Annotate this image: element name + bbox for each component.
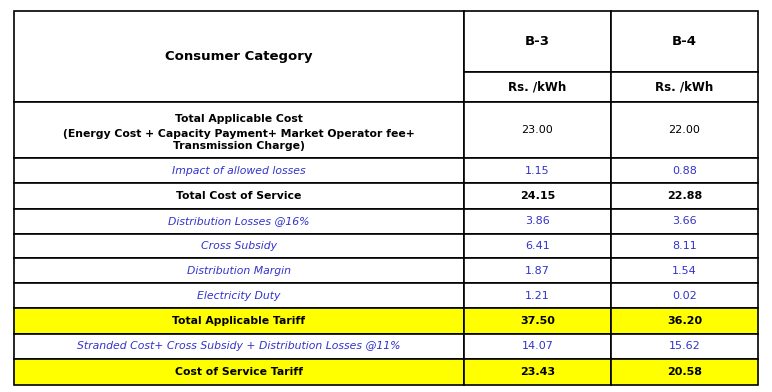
Text: Rs. /kWh: Rs. /kWh bbox=[508, 80, 567, 93]
Bar bbox=[611, 72, 758, 102]
Text: 0.88: 0.88 bbox=[672, 165, 697, 176]
Text: B-3: B-3 bbox=[525, 35, 550, 48]
Text: 14.07: 14.07 bbox=[522, 341, 554, 351]
Bar bbox=[14, 158, 464, 183]
Bar bbox=[611, 258, 758, 283]
Bar bbox=[14, 102, 464, 158]
Text: Consumer Category: Consumer Category bbox=[165, 50, 313, 63]
Text: 37.50: 37.50 bbox=[520, 316, 555, 326]
Text: Rs. /kWh: Rs. /kWh bbox=[655, 80, 713, 93]
Bar bbox=[464, 283, 611, 308]
Text: 22.00: 22.00 bbox=[669, 125, 700, 135]
Text: 1.54: 1.54 bbox=[672, 266, 697, 276]
Bar bbox=[14, 283, 464, 308]
Bar bbox=[14, 308, 464, 334]
Bar bbox=[464, 158, 611, 183]
Text: Distribution Margin: Distribution Margin bbox=[187, 266, 291, 276]
Text: (Energy Cost + Capacity Payment+ Market Operator fee+
Transmission Charge): (Energy Cost + Capacity Payment+ Market … bbox=[63, 129, 415, 151]
Bar bbox=[611, 359, 758, 385]
Text: 3.66: 3.66 bbox=[672, 216, 697, 227]
Bar bbox=[464, 234, 611, 258]
Bar bbox=[14, 234, 464, 258]
Text: 23.00: 23.00 bbox=[522, 125, 554, 135]
Bar bbox=[14, 359, 464, 385]
Bar bbox=[14, 209, 464, 234]
Text: 1.15: 1.15 bbox=[525, 165, 550, 176]
Text: 20.58: 20.58 bbox=[667, 367, 702, 377]
Bar bbox=[611, 234, 758, 258]
Text: 15.62: 15.62 bbox=[669, 341, 700, 351]
Bar bbox=[611, 102, 758, 158]
Text: Impact of allowed losses: Impact of allowed losses bbox=[172, 165, 306, 176]
Text: Stranded Cost+ Cross Subsidy + Distribution Losses @11%: Stranded Cost+ Cross Subsidy + Distribut… bbox=[77, 341, 401, 351]
Text: 0.02: 0.02 bbox=[672, 290, 697, 301]
Text: 24.15: 24.15 bbox=[520, 191, 555, 201]
Text: 6.41: 6.41 bbox=[525, 241, 550, 251]
Text: Total Applicable Tariff: Total Applicable Tariff bbox=[172, 316, 306, 326]
Text: Cross Subsidy: Cross Subsidy bbox=[201, 241, 277, 251]
Text: Electricity Duty: Electricity Duty bbox=[198, 290, 281, 301]
Bar bbox=[611, 158, 758, 183]
Bar bbox=[464, 183, 611, 209]
Text: 1.21: 1.21 bbox=[525, 290, 550, 301]
Bar bbox=[611, 11, 758, 72]
Bar bbox=[464, 334, 611, 359]
Text: 22.88: 22.88 bbox=[667, 191, 702, 201]
Text: 1.87: 1.87 bbox=[525, 266, 550, 276]
Text: 3.86: 3.86 bbox=[525, 216, 550, 227]
Bar bbox=[464, 359, 611, 385]
Bar bbox=[14, 183, 464, 209]
Bar bbox=[611, 308, 758, 334]
Text: Total Applicable Cost: Total Applicable Cost bbox=[175, 114, 303, 124]
Bar bbox=[611, 334, 758, 359]
Bar bbox=[14, 334, 464, 359]
Bar bbox=[611, 209, 758, 234]
Bar bbox=[611, 283, 758, 308]
Text: B-4: B-4 bbox=[672, 35, 697, 48]
Text: 36.20: 36.20 bbox=[667, 316, 702, 326]
Text: 23.43: 23.43 bbox=[520, 367, 555, 377]
Bar bbox=[464, 11, 611, 72]
Text: 8.11: 8.11 bbox=[672, 241, 697, 251]
Text: Cost of Service Tariff: Cost of Service Tariff bbox=[175, 367, 303, 377]
Bar bbox=[464, 308, 611, 334]
Bar bbox=[464, 209, 611, 234]
Bar bbox=[464, 72, 611, 102]
Bar bbox=[464, 258, 611, 283]
Bar bbox=[14, 258, 464, 283]
Bar bbox=[611, 183, 758, 209]
Text: Distribution Losses @16%: Distribution Losses @16% bbox=[168, 216, 310, 227]
Bar bbox=[464, 102, 611, 158]
Bar bbox=[14, 11, 464, 102]
Text: Total Cost of Service: Total Cost of Service bbox=[176, 191, 302, 201]
